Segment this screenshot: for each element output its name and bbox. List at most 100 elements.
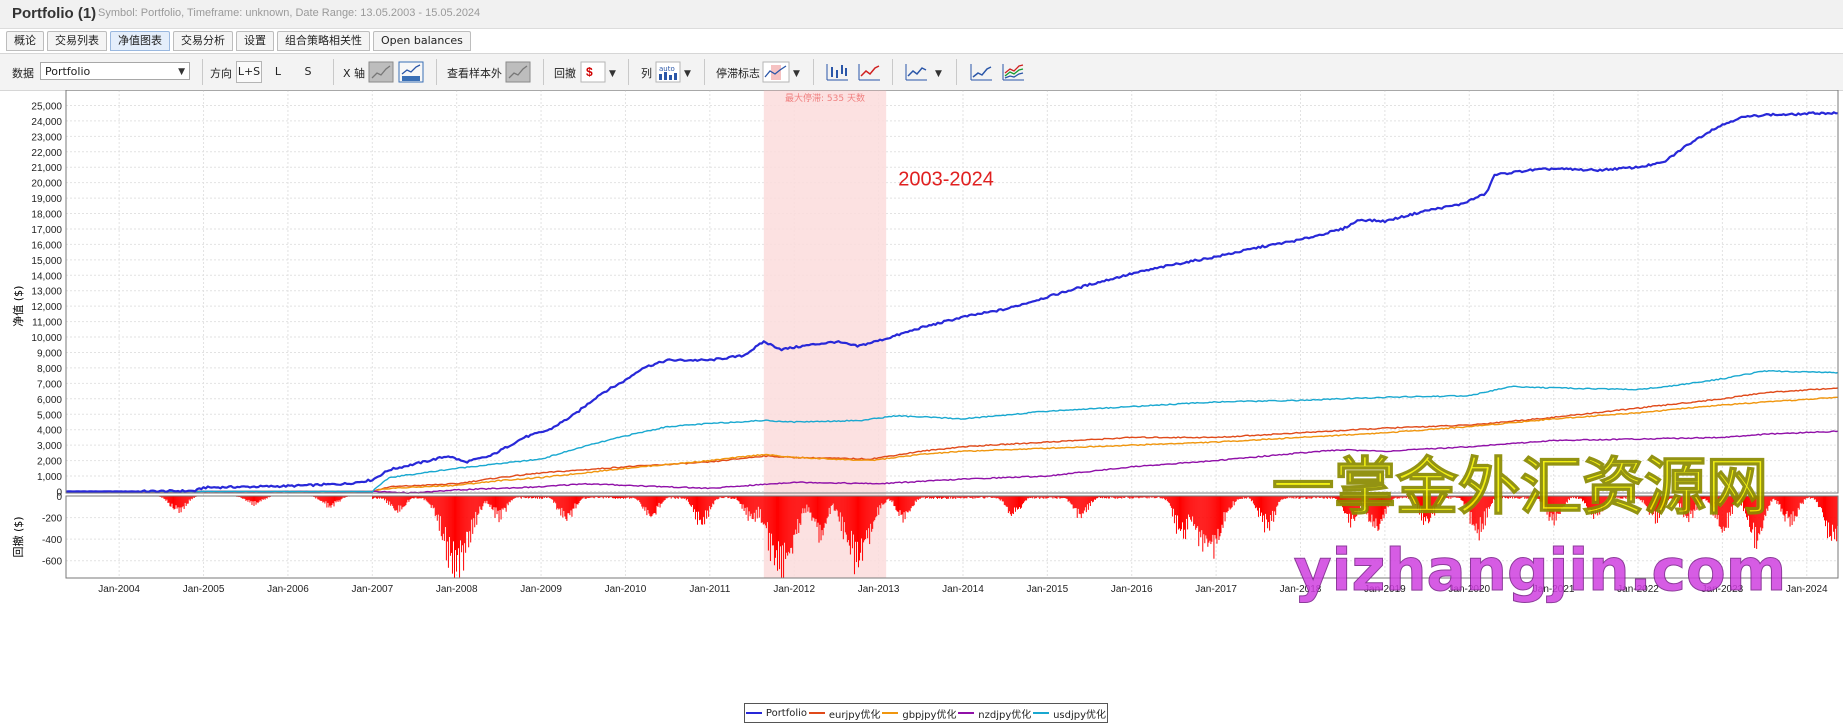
x-tick-label: Jan-2009 <box>520 584 562 595</box>
equity-frame <box>65 90 1839 494</box>
tab-correlation[interactable]: 组合策略相关性 <box>277 31 370 51</box>
legend-swatch <box>745 712 762 714</box>
x-tick-label: Jan-2004 <box>98 584 140 595</box>
direction-ls-button[interactable]: L+S <box>236 61 262 83</box>
title-bar: Portfolio (1) Symbol: Portfolio, Timefra… <box>0 0 1843 29</box>
toolbar-divider <box>956 59 957 85</box>
x-tick-label: Jan-2012 <box>773 584 815 595</box>
chart-line-select[interactable]: ▼ <box>903 61 947 83</box>
y-tick-label: 8,000 <box>37 364 62 375</box>
x-tick-label: Jan-2010 <box>605 584 647 595</box>
y-tick-label: 3,000 <box>37 441 62 452</box>
x-tick-label: Jan-2011 <box>689 584 730 595</box>
drawdown-mode-select[interactable]: $ ▼ <box>580 61 620 83</box>
y-tick-label: 22,000 <box>31 148 62 159</box>
chevron-down-icon: ▼ <box>178 67 185 77</box>
legend-swatch <box>958 712 975 714</box>
y-tick-label: 11,000 <box>32 318 62 329</box>
y-tick-label: 25,000 <box>31 101 62 112</box>
legend-swatch <box>882 712 899 714</box>
x-tick-label: Jan-2018 <box>1280 584 1322 595</box>
xaxis-time-icon[interactable] <box>398 61 424 83</box>
y-tick-label: 0 <box>56 487 62 498</box>
y-tick-label: 10,000 <box>31 333 62 344</box>
y-tick-label: 9,000 <box>37 348 62 359</box>
toolbar-divider <box>704 59 705 85</box>
toolbar-divider <box>813 59 814 85</box>
svg-text:▼: ▼ <box>793 69 800 79</box>
period-annotation: 2003-2024 <box>898 169 994 191</box>
x-tick-label: Jan-2017 <box>1195 584 1237 595</box>
y-tick-label: 12,000 <box>31 302 62 313</box>
x-tick-label: Jan-2007 <box>351 584 393 595</box>
y-tick-label: 19,000 <box>31 194 62 205</box>
y-tick-label: 7,000 <box>37 379 62 390</box>
equity-chart: 最大停滞: 535 天数 25,000 24,000 23,000 22,000 21,… <box>11 90 1839 605</box>
legend-label: Portfolio <box>765 707 808 719</box>
drawdown-frame <box>65 495 1839 579</box>
toolbar-divider <box>436 59 437 85</box>
xaxis-label: X 轴 <box>343 67 366 80</box>
drawdown-layer <box>156 496 1839 578</box>
watermark-chinese: 一掌金外汇资源网 <box>1272 450 1768 523</box>
out-of-sample-icon[interactable] <box>505 61 531 83</box>
dd-tick-label: -200 <box>42 514 62 525</box>
y-tick-label: 24,000 <box>31 117 62 128</box>
column-mode-select[interactable]: auto ▼ <box>655 61 695 83</box>
svg-text:▼: ▼ <box>935 69 942 79</box>
auto-icon: auto <box>659 65 675 73</box>
tab-equity-chart[interactable]: 净值图表 <box>110 31 170 51</box>
dd-tick-label: -400 <box>42 535 62 546</box>
dd-tick-label: -600 <box>42 557 62 568</box>
legend-label: nzdjpy优化 <box>978 709 1032 721</box>
chart-multi-line-icon[interactable] <box>1000 61 1026 83</box>
xaxis-trades-icon[interactable] <box>368 61 394 83</box>
chart-axes: 25,000 24,000 23,000 22,000 21,000 20,000 19,0… <box>31 90 1839 595</box>
y-tick-label: 4,000 <box>37 426 62 437</box>
tab-bar: 概论 交易列表 净值图表 交易分析 设置 组合策略相关性 Open balanc… <box>6 31 471 51</box>
tab-settings[interactable]: 设置 <box>236 31 274 51</box>
x-tick-label: Jan-2015 <box>1026 584 1068 595</box>
y-tick-label: 2,000 <box>37 457 62 468</box>
data-select-value: Portfolio <box>45 65 91 78</box>
direction-label: 方向 <box>210 67 232 80</box>
legend-label: usdjpy优化 <box>1053 709 1107 721</box>
chart-toolbar: 数据 Portfolio ▼ 方向 L+S L S X 轴 查看样本外 回撤 $… <box>0 53 1843 91</box>
legend-swatch <box>808 712 825 714</box>
tab-trade-analysis[interactable]: 交易分析 <box>173 31 233 51</box>
drawdown-label: 回撤 <box>554 67 576 80</box>
toolbar-divider <box>202 59 203 85</box>
watermark-url: yizhangjin.com <box>1294 536 1786 604</box>
y-tick-label: 1,000 <box>37 472 62 483</box>
stagnation-label: 停滞标志 <box>716 67 760 80</box>
stagnation-label-text: 最大停滞: 535 天数 <box>785 92 865 104</box>
series-line-0 <box>65 111 1839 494</box>
y-tick-label: 23,000 <box>31 132 62 143</box>
series-layer <box>65 111 1839 494</box>
legend-item-gbpjpy: gbpjpy优化 <box>882 706 956 721</box>
column-label: 列 <box>641 67 652 80</box>
y-tick-label: 18,000 <box>31 210 62 221</box>
dd-tick-label: 0 <box>56 492 62 503</box>
chart-candles-icon[interactable] <box>824 61 850 83</box>
tab-trade-list[interactable]: 交易列表 <box>47 31 107 51</box>
tab-overview[interactable]: 概论 <box>6 31 44 51</box>
direction-l-button[interactable]: L <box>274 65 282 78</box>
x-tick-label: Jan-2008 <box>436 584 478 595</box>
drawdown-axis-label: 回撤 ($) <box>11 516 25 557</box>
legend-item-portfolio: Portfolio <box>745 707 808 719</box>
tab-open-balances[interactable]: Open balances <box>373 31 471 51</box>
y-tick-label: 14,000 <box>31 271 62 282</box>
chart-single-line-icon[interactable] <box>968 61 994 83</box>
legend-item-usdjpy: usdjpy优化 <box>1033 706 1106 721</box>
chart-line-red-icon[interactable] <box>856 61 882 83</box>
x-tick-label: Jan-2019 <box>1364 584 1406 595</box>
stagnation-select[interactable]: ▼ <box>762 61 804 83</box>
data-select[interactable]: Portfolio ▼ <box>40 62 190 80</box>
direction-s-button[interactable]: S <box>304 65 312 78</box>
out-of-sample-label: 查看样本外 <box>447 67 502 80</box>
toolbar-divider <box>333 59 334 85</box>
legend-item-eurjpy: eurjpy优化 <box>808 706 881 721</box>
x-tick-label: Jan-2020 <box>1448 584 1490 595</box>
legend-label: gbpjpy优化 <box>902 709 957 721</box>
